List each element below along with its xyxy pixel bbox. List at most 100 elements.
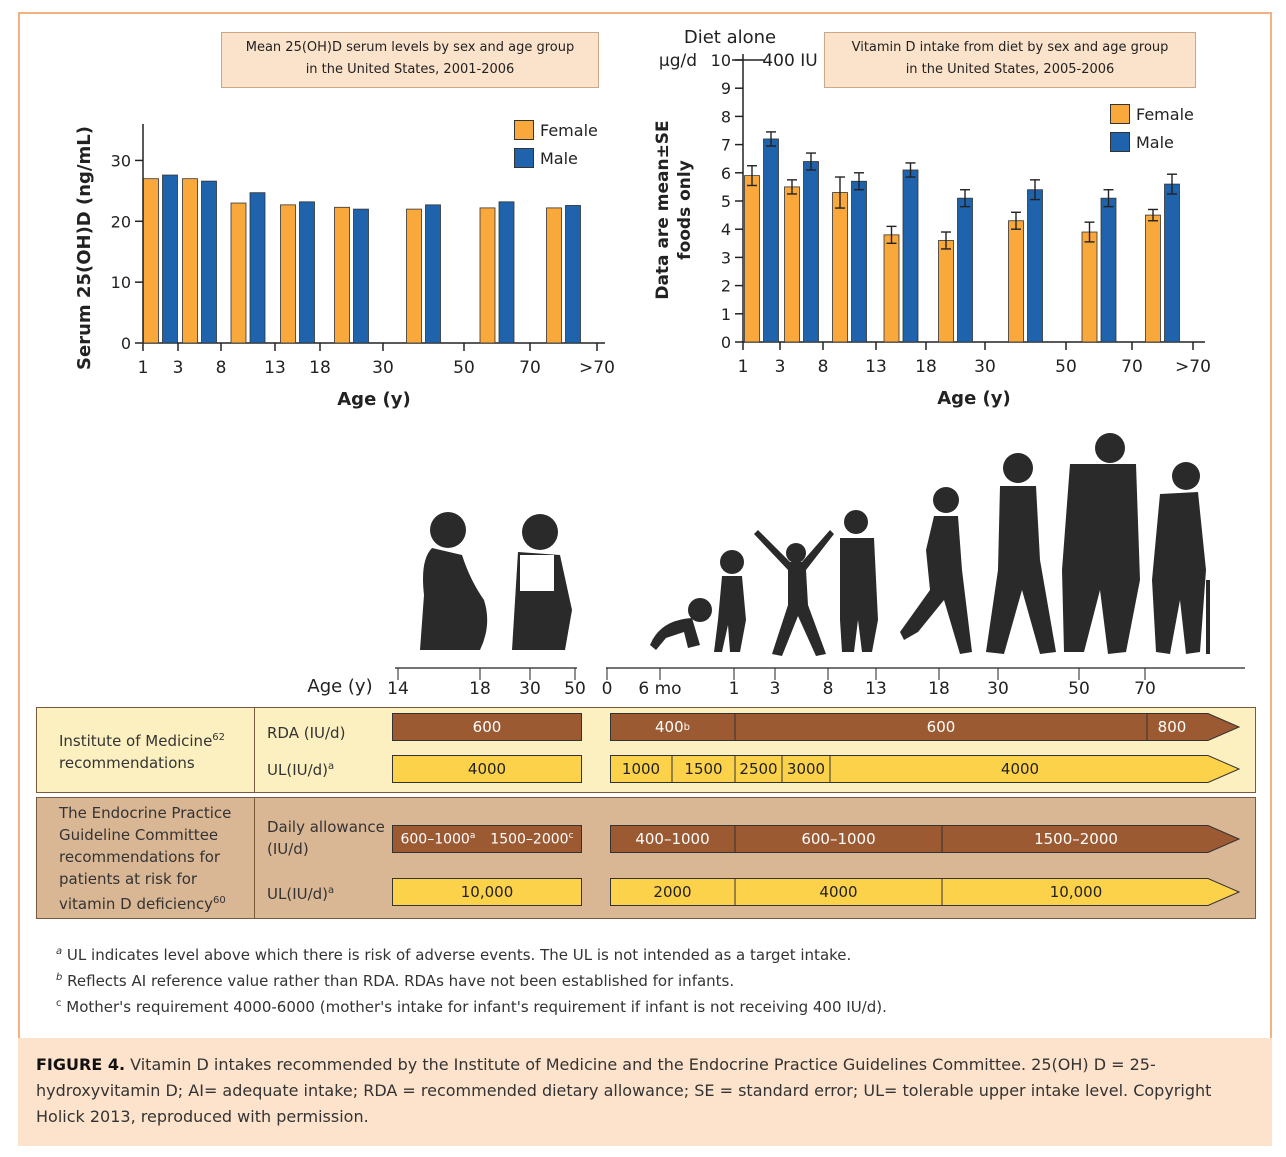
adult-man-icon (1062, 433, 1140, 654)
endo-label-sup: 60 (212, 894, 226, 906)
y-tick-label: 3 (721, 248, 731, 267)
crawling-baby-icon (650, 598, 712, 650)
x-tick-label: 50 (1055, 357, 1077, 377)
caption-text: Vitamin D intakes recommended by the Ins… (36, 1055, 1212, 1126)
endo-ul-label-text: UL(IU/d) (267, 885, 329, 903)
iom-label-sup: 62 (212, 731, 226, 743)
teen-icon (840, 510, 878, 652)
footnote-c: c Mother's requirement 4000-6000 (mother… (56, 998, 887, 1016)
timeline-age-label: Age (y) (307, 676, 372, 697)
serum-chart-title: Mean 25(OH)D serum levels by sex and age… (221, 32, 599, 88)
endo-daily-seg-3: 1500–2000 (1034, 830, 1118, 848)
serum-chart-title-line2: in the United States, 2001-2006 (305, 62, 515, 77)
timeline-tick-label: 70 (1134, 679, 1156, 699)
iom-ul-pregnancy-bar: 4000 (392, 755, 582, 783)
endo-ul-seg-3: 10,000 (1049, 883, 1103, 901)
timeline-tick-label: 13 (865, 679, 887, 699)
age-timeline-axis: Age (y) 14 18 30 50 0 6 mo 1 3 8 13 18 30 50 70 (307, 667, 1245, 699)
x-tick-label: 18 (915, 357, 937, 377)
y-axis-label-2: foods only (675, 160, 695, 260)
timeline-tick-label: 30 (519, 679, 541, 699)
y-axis-label-1: Data are mean±SE (653, 120, 673, 299)
x-tick-label: >70 (1175, 357, 1211, 377)
serum-legend: Female Male (514, 116, 598, 172)
female-swatch (1110, 104, 1130, 124)
endo-ul-sup: a (328, 885, 335, 896)
endo-label-3: recommendations for (59, 847, 221, 866)
x-tick-label: 8 (216, 358, 227, 378)
iom-ul-seg-2: 1500 (684, 760, 723, 778)
iom-rda-pregnancy-bar: 600 (392, 713, 582, 741)
footnote-a: a UL indicates level above which there i… (56, 946, 851, 964)
iom-rda-label: RDA (IU/d) (267, 724, 346, 742)
endo-daily-preg-2: 1500–2000c (490, 831, 573, 848)
x-tick-label: 70 (1121, 357, 1143, 377)
iom-rda-elder: 800 (1157, 718, 1187, 736)
x-tick-label: 1 (138, 358, 149, 378)
unit-left: µg/d (659, 51, 697, 71)
timeline-tick-label: 30 (987, 679, 1009, 699)
endo-daily-preg-1: 600–1000a (400, 831, 475, 848)
serum-chart: 0 10 20 30 1 3 8 13 18 30 50 70 >70 Age (y) Serum 25(O… (40, 20, 620, 420)
adult-woman-icon (986, 453, 1056, 654)
female-bar (883, 234, 900, 343)
serum-chart-title-line1: Mean 25(OH)D serum levels by sex and age… (245, 40, 575, 55)
iom-ul-sup: a (328, 761, 335, 772)
walking-woman-icon (900, 487, 972, 654)
iom-ul-seg-1: 1000 (621, 760, 661, 778)
iom-label-line2: recommendations (59, 753, 195, 772)
y-tick-label: 0 (121, 334, 131, 353)
y-tick-label: 8 (721, 107, 731, 126)
footnote-a-text: UL indicates level above which there is … (66, 946, 852, 964)
endo-ul-pregnancy-bar: 10,000 (392, 878, 582, 906)
unit-right: 400 IU (762, 51, 817, 71)
timeline-tick-label: 50 (564, 679, 586, 699)
iom-ul-label-text: UL(IU/d) (267, 761, 329, 779)
y-tick-label: 9 (721, 79, 731, 98)
x-tick-label: 3 (173, 358, 184, 378)
iom-label-text: Institute of Medicine (59, 731, 213, 750)
y-tick-label: 7 (721, 136, 731, 155)
toddler-icon (714, 550, 746, 652)
iom-label: Institute of Medicine62 recommendations (37, 708, 255, 792)
caption-label: FIGURE 4. (36, 1055, 126, 1074)
endo-ul-label: UL(IU/d)a (267, 880, 334, 905)
diet-alone-annotation: Diet alone (684, 27, 776, 48)
endo-daily-preg-2-text: 1500–2000 (490, 831, 569, 848)
legend-male-label: Male (1136, 132, 1174, 152)
endo-daily-seg-2: 600–1000 (801, 830, 876, 848)
male-bar (299, 201, 315, 344)
endo-label-4: patients at risk for (59, 869, 198, 888)
endo-daily-preg-2-sup: c (568, 830, 574, 841)
x-axis-label: Age (y) (937, 388, 1010, 409)
female-bar (143, 178, 159, 344)
female-bar (1081, 231, 1098, 343)
endo-daily-arrow (610, 825, 1240, 853)
x-tick-label: 8 (818, 357, 829, 377)
x-tick-label: 1 (738, 357, 749, 377)
female-bar (832, 192, 848, 343)
figure-caption: FIGURE 4. Vitamin D intakes recommended … (18, 1038, 1272, 1146)
legend-male-label: Male (540, 148, 578, 168)
male-bar (565, 205, 581, 344)
female-bar (182, 178, 198, 344)
footnote-c-mark: c (56, 998, 62, 1009)
endo-daily-label: Daily allowance (IU/d) (267, 816, 385, 860)
y-tick-label: 0 (721, 333, 731, 352)
male-swatch (1110, 132, 1130, 152)
jumping-child-icon (754, 530, 834, 656)
timeline-tick-label: 14 (387, 679, 409, 699)
male-bar (763, 138, 779, 343)
female-swatch (514, 120, 534, 140)
female-bar (1145, 214, 1161, 343)
y-tick-label: 30 (111, 151, 131, 170)
intake-chart: 0 1 2 3 4 5 6 7 8 9 10 1 3 8 13 18 30 50 70 >70 Age (y) Data … (640, 20, 1240, 420)
intake-legend: Female Male (1110, 100, 1194, 156)
legend-male: Male (1110, 128, 1194, 156)
iom-ul-seg-4: 3000 (786, 760, 826, 778)
footnote-b-text: Reflects AI reference value rather than … (67, 972, 735, 990)
x-tick-label: 18 (309, 358, 331, 378)
legend-female: Female (1110, 100, 1194, 128)
footnote-c-text: Mother's requirement 4000-6000 (mother's… (66, 998, 887, 1016)
